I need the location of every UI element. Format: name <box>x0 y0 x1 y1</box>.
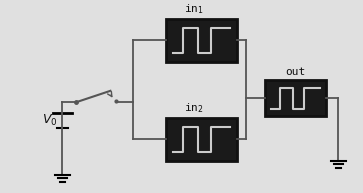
Bar <box>166 19 237 62</box>
Text: in$_2$: in$_2$ <box>184 102 204 115</box>
Text: in$_1$: in$_1$ <box>184 3 204 16</box>
Bar <box>265 80 326 116</box>
Text: out: out <box>285 67 306 77</box>
Bar <box>166 118 237 161</box>
Text: $V_0$: $V_0$ <box>42 113 57 128</box>
